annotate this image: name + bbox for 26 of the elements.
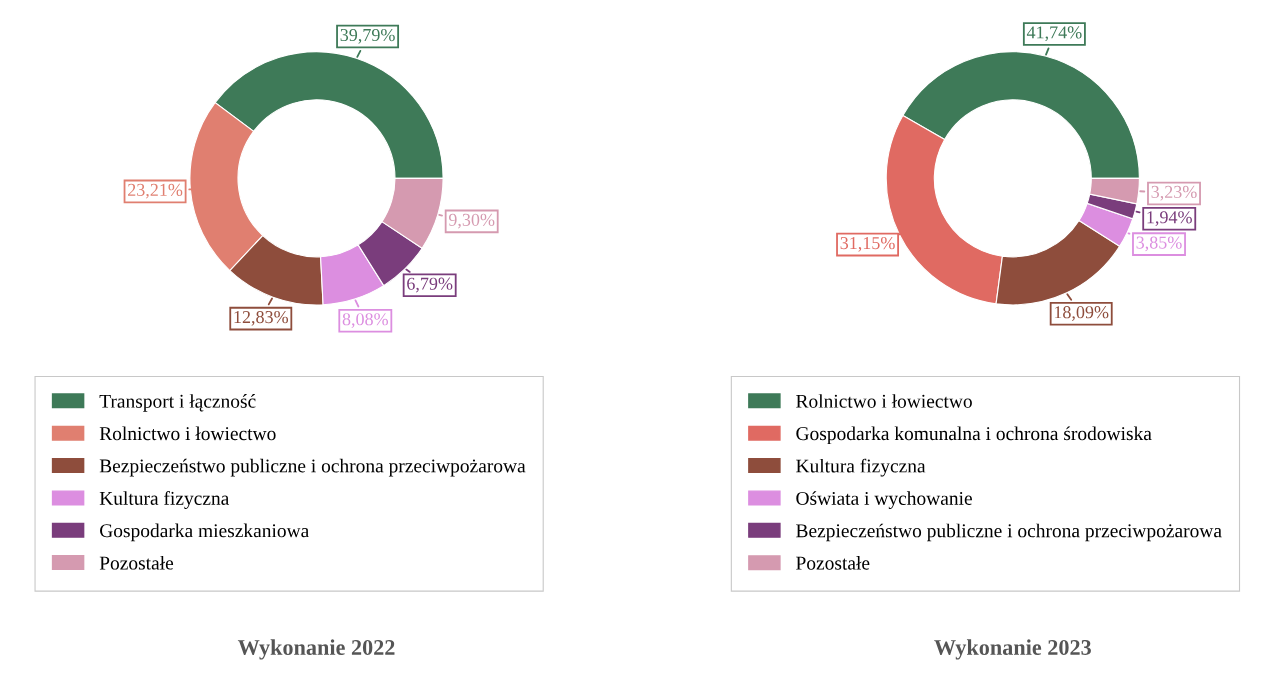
- text: Wykonanie 2022: [237, 639, 395, 660]
- data-label: 18,09%: [1054, 306, 1109, 321]
- legend-label: Bezpieczeństwo publiczne i ochrona przeciwpożarowa: [99, 458, 526, 477]
- legend-label: Transport i łączność: [99, 394, 256, 412]
- legend-label: Gospodarka komunalna i ochrona środowiska: [796, 426, 1152, 445]
- legend-label: Pozostałe: [99, 555, 174, 570]
- text: Wykonanie 2023: [934, 639, 1091, 660]
- legend-label: Oświata i wychowanie: [796, 491, 972, 509]
- legend-label: Gospodarka mieszkaniowa: [100, 523, 309, 542]
- legend-label: Rolnictwo i łowiectwo: [796, 394, 972, 408]
- data-label: 3,23%: [1151, 185, 1197, 201]
- data-label: 3,85%: [1136, 236, 1182, 252]
- data-label: 9,30%: [448, 213, 495, 229]
- legend-label: Rolnictwo i łowiectwo: [99, 426, 276, 441]
- data-label: 6,79%: [407, 277, 453, 293]
- data-label: 12,83%: [234, 310, 289, 326]
- legend-label: Pozostałe: [796, 555, 870, 570]
- legend-label: Bezpieczeństwo publiczne i ochrona przeciwpożarowa: [796, 523, 1222, 542]
- data-label: 41,74%: [1026, 26, 1082, 42]
- data-label: 1,94%: [1147, 211, 1192, 226]
- legend-label: Kultura fizyczna: [99, 491, 230, 509]
- data-label: 8,08%: [342, 313, 389, 328]
- data-label: 31,15%: [840, 236, 895, 252]
- data-label: 39,79%: [340, 28, 395, 44]
- legend-label: Kultura fizyczna: [796, 458, 926, 477]
- data-label: 23,21%: [128, 183, 183, 199]
